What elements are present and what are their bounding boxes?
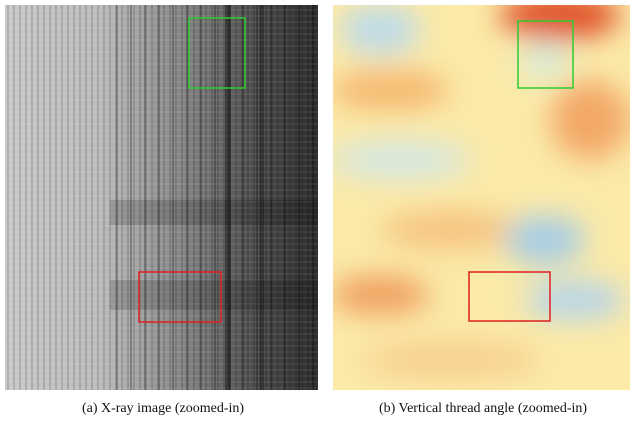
caption: (a) X-ray image (zoomed-in): [82, 401, 244, 416]
green-box: [517, 20, 574, 89]
green-box: [188, 17, 246, 89]
red-box: [138, 271, 222, 323]
angle-map: [333, 5, 630, 390]
red-box: [468, 271, 551, 322]
caption: (b) Vertical thread angle (zoomed-in): [379, 401, 587, 416]
xray-image: [5, 5, 318, 390]
